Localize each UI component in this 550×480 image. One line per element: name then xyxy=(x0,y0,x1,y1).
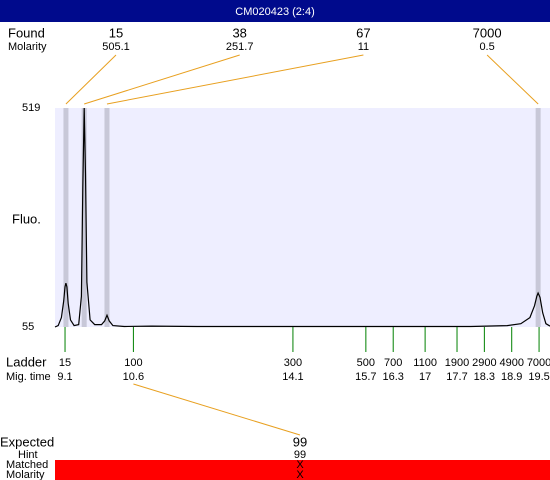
found-molarity: 251.7 xyxy=(226,41,254,53)
found-molarity: 505.1 xyxy=(102,41,130,53)
hint-value: 99 xyxy=(294,449,306,461)
ladder-time: 14.1 xyxy=(282,371,303,383)
ladder-time: 18.3 xyxy=(474,371,495,383)
peak-leader xyxy=(84,54,240,105)
expected-value: 99 xyxy=(293,434,307,449)
found-size: 7000 xyxy=(473,25,502,40)
mig-time-label: Mig. time xyxy=(6,371,51,383)
peak-band xyxy=(104,108,110,327)
ladder-time: 16.3 xyxy=(382,371,403,383)
matched-value: X xyxy=(296,459,304,471)
found-size: 38 xyxy=(232,25,246,40)
trace xyxy=(54,107,550,328)
expected-molarity-value: X xyxy=(296,469,304,480)
ladder-time: 17.7 xyxy=(446,371,467,383)
found-size: 15 xyxy=(109,25,123,40)
ladder-size: 15 xyxy=(59,357,71,369)
ladder-time: 17 xyxy=(419,371,431,383)
matched-bar xyxy=(55,460,550,480)
ladder-time: 9.1 xyxy=(57,371,72,383)
peak-band xyxy=(63,108,69,327)
hint-label: Hint xyxy=(18,449,38,461)
matched-label: Matched xyxy=(6,459,48,471)
ladder-time: 18.9 xyxy=(501,371,522,383)
found-molarity: 0.5 xyxy=(479,41,494,53)
ladder-size: 500 xyxy=(357,357,375,369)
peak-leader xyxy=(106,54,364,105)
ladder-size: 1100 xyxy=(413,357,437,369)
ladder-size: 1900 xyxy=(445,357,469,369)
window-title: CM020423 (2:4) xyxy=(235,6,315,18)
molarity-label: Molarity xyxy=(8,41,47,53)
expected-leader xyxy=(133,383,301,436)
peak-band xyxy=(535,108,541,327)
expected-label: Expected xyxy=(0,434,54,449)
peak-leader xyxy=(486,54,539,105)
y-tick-label: 55 xyxy=(22,321,34,333)
y-axis-label: Fluo. xyxy=(12,211,41,226)
ladder-size: 100 xyxy=(124,357,142,369)
ladder-size: 4900 xyxy=(499,357,523,369)
found-molarity: 11 xyxy=(358,41,369,53)
ladder-size: 700 xyxy=(384,357,402,369)
ladder-size: 7000 xyxy=(527,357,550,369)
peak-leader xyxy=(65,54,117,105)
ladder-label: Ladder xyxy=(6,354,47,369)
ladder-size: 2900 xyxy=(472,357,496,369)
ladder-time: 15.7 xyxy=(355,371,376,383)
plot-area xyxy=(55,108,550,327)
title-bar xyxy=(0,0,550,22)
expected-molarity-label: Molarity xyxy=(6,469,45,480)
peak-band xyxy=(81,108,87,327)
found-size: 67 xyxy=(356,25,370,40)
y-tick-label: 519 xyxy=(22,102,40,114)
ladder-time: 10.6 xyxy=(123,371,144,383)
found-label: Found xyxy=(8,25,45,40)
ladder-time: 19.5 xyxy=(528,371,549,383)
ladder-size: 300 xyxy=(284,357,302,369)
